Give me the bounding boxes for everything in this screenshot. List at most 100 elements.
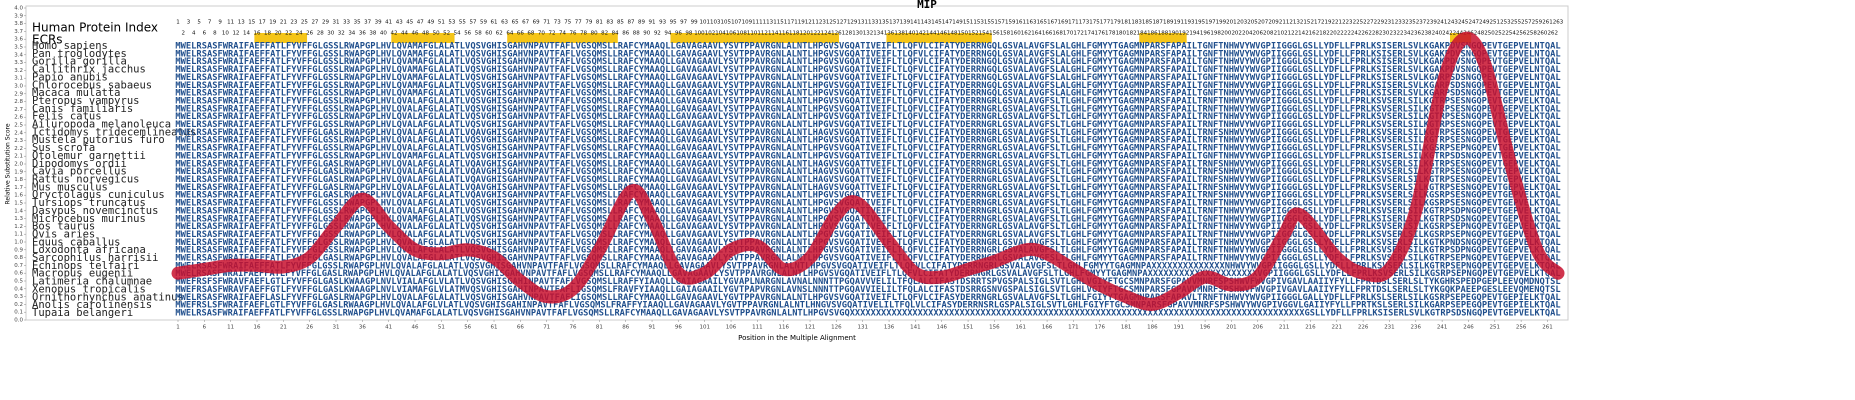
x-tick-label: 56 [464,325,471,331]
index-number: 203 [1237,20,1248,26]
position-number: 188 [1158,31,1169,37]
x-tick-label: 31 [333,325,340,331]
y-tick-label: 2.0 [14,162,23,168]
index-number: 175 [1089,20,1100,26]
y-tick-label: 2.7 [14,107,23,113]
index-number: 15 [248,20,255,26]
x-tick-label: 181 [1121,325,1132,331]
position-number: 52 [443,31,450,37]
y-tick-label: 0.9 [14,247,23,253]
index-number: 69 [533,20,540,26]
index-number: 89 [638,20,645,26]
index-number: 247 [1468,20,1479,26]
ecr-highlight [391,33,455,43]
position-number: 96 [675,31,682,37]
position-number: 240 [1432,31,1443,37]
position-number: 26 [306,31,313,37]
y-tick-label: 3.1 [14,76,23,82]
position-number: 10 [222,31,229,37]
position-number: 170 [1063,31,1074,37]
species-name: Equus caballus [32,236,121,248]
sequence: MWELRSASFWRAIFAEFFATLFYVFFGLGSSLRWAPGPLH… [175,136,1561,146]
species-name: Xenopus tropicalis [32,283,146,295]
position-number: 186 [1147,31,1158,37]
index-number: 139 [900,20,911,26]
sequence: MWELRSASFWRAIFAEFFATLFYVFFGLGASLRWAPGPLH… [175,167,1561,177]
sequence: MWELRSASFWRAIFAEFFATLFYVFFGLGSSLRWAPGPLH… [175,151,1561,161]
position-number: 180 [1116,31,1127,37]
sequence: MWELRSASFWRAIFAEFFATLFYVFFGLGASLRWAPGPLH… [175,269,1561,279]
position-number: 12 [232,31,239,37]
index-number: 99 [691,20,698,26]
index-number: 45 [406,20,413,26]
sequence: MWELRSASFWRAIFAEFFATLFYVFFGLGSSLRWAPGPLH… [175,112,1561,122]
position-number: 158 [1000,31,1011,37]
position-number: 82 [601,31,608,37]
sequence: MWELRSASFWRAIFAEFFATLFYVFFGLGASLRWAPGPLH… [175,191,1561,201]
position-number: 232 [1389,31,1400,37]
x-tick-label: 66 [517,325,524,331]
index-number: 201 [1226,20,1237,26]
index-number: 211 [1279,20,1290,26]
position-number: 230 [1379,31,1390,37]
index-number: 47 [417,20,424,26]
y-tick-label: 2.8 [14,99,23,105]
index-number: 7 [208,20,212,26]
position-number: 70 [538,31,545,37]
index-number: 169 [1058,20,1069,26]
position-number: 208 [1263,31,1274,37]
index-number: 119 [794,20,805,26]
position-number: 184 [1137,31,1148,37]
position-number: 124 [821,31,832,37]
index-number: 81 [596,20,603,26]
y-tick-label: 3.5 [14,45,23,51]
y-tick-label: 1.7 [14,185,23,191]
species-name: Pan troglodytes [32,48,127,60]
position-number: 134 [873,31,884,37]
index-number: 97 [680,20,687,26]
sequence: MWELRSASFWRAIFAEFLASLFYVFFGLGASLRWAPGPLH… [175,293,1561,303]
index-number: 79 [585,20,592,26]
position-number: 260 [1537,31,1548,37]
y-tick-label: 0.6 [14,271,23,277]
x-tick-label: 71 [543,325,550,331]
sequence: MWELRSASFWRAIFAEFFATLFYVFFGLGASLRWAPGPLH… [175,159,1561,169]
species-name: Ornithorhynchus anatinus [32,291,184,303]
y-tick-label: 2.4 [14,130,23,136]
index-number: 237 [1416,20,1427,26]
position-number: 166 [1042,31,1053,37]
position-number: 182 [1126,31,1137,37]
position-number: 118 [789,31,800,37]
x-tick-label: 26 [306,325,313,331]
x-tick-label: 171 [1068,325,1079,331]
position-number: 102 [705,31,716,37]
species-name: Papio anubis [32,71,108,83]
x-tick-label: 61 [491,325,498,331]
index-number: 173 [1079,20,1090,26]
index-number: 53 [448,20,455,26]
position-number: 62 [496,31,503,37]
position-number: 34 [348,31,355,37]
position-number: 234 [1400,31,1411,37]
position-number: 122 [810,31,821,37]
x-tick-label: 136 [884,325,895,331]
species-name: Mus musculus [32,181,108,193]
position-number: 152 [968,31,979,37]
index-number: 131 [857,20,868,26]
sequence: MWELRSASFWRAIFAEFFATLFYVFFGLGSSLRWAPGPLH… [175,57,1561,67]
index-number: 157 [994,20,1005,26]
index-number: 117 [784,20,795,26]
x-tick-label: 21 [280,325,287,331]
x-tick-label: 221 [1332,325,1343,331]
index-number: 189 [1163,20,1174,26]
sequence: MWELRSASFWRAIFAEFFATLFYVFFGLGSSLRWAPGPLH… [175,81,1561,91]
sequence: MWELRSASFWRAIFAEFFATLFYVFFGLGSSLRWAPGPLH… [175,120,1561,130]
x-tick-label: 146 [936,325,947,331]
position-number: 172 [1073,31,1084,37]
species-name: Dasypus novemcinctus [32,205,158,217]
position-number: 40 [380,31,387,37]
position-number: 16 [254,31,261,37]
y-tick-label: 2.5 [14,123,23,129]
x-tick-label: 166 [1042,325,1053,331]
index-number: 109 [742,20,753,26]
